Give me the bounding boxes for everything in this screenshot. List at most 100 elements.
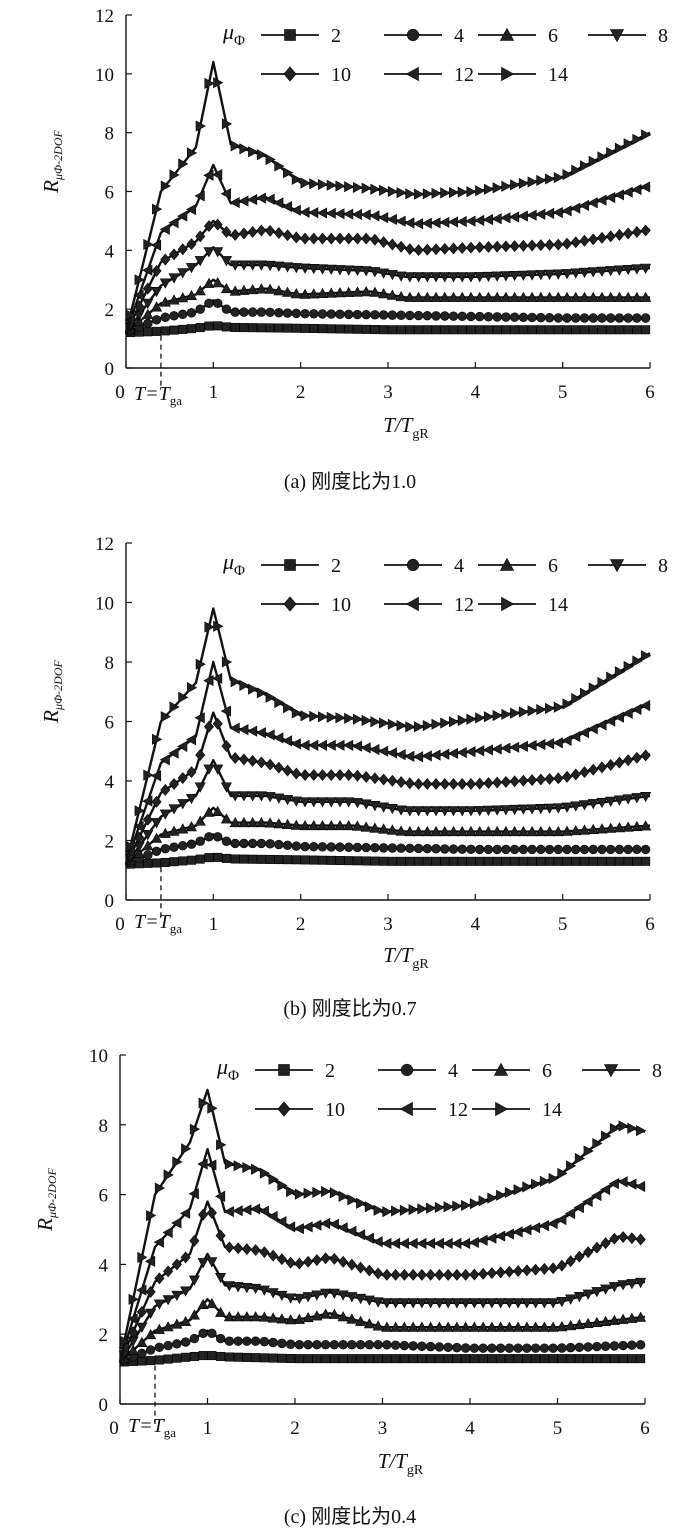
series-point-8 (220, 782, 232, 793)
series-point-6 (439, 291, 451, 302)
series-point-2 (143, 858, 153, 868)
series-point-6 (337, 1311, 349, 1322)
series-point-12 (203, 675, 214, 687)
series-point-12 (144, 1255, 156, 1267)
series-point-2 (256, 854, 266, 864)
series-point-6 (133, 847, 145, 858)
series-point-8 (500, 271, 512, 282)
series-point-4 (452, 1342, 462, 1353)
series-point-8 (512, 1298, 524, 1309)
series-point-14 (309, 710, 320, 722)
series-point-6 (325, 287, 337, 298)
series-point-4 (539, 1343, 550, 1353)
series-point-2 (566, 1354, 576, 1364)
series-point-8 (273, 793, 285, 804)
series-point-8 (404, 806, 416, 817)
y-tick-label: 4 (105, 241, 115, 262)
series-point-2 (448, 325, 458, 335)
series-point-10 (614, 756, 625, 769)
series-point-4 (154, 1342, 165, 1352)
series-point-14 (248, 146, 259, 158)
series-point-12 (238, 195, 249, 207)
series-point-2 (230, 322, 240, 332)
series-point-2 (434, 1354, 444, 1364)
legend-title: μΦ (216, 1054, 239, 1084)
series-point-8 (194, 782, 206, 793)
series-point-4 (274, 839, 284, 850)
series-point-6 (482, 291, 494, 302)
series-point-12 (582, 1196, 593, 1208)
series-point-12 (591, 1190, 602, 1202)
series-point-12 (142, 795, 153, 807)
series-point-2 (443, 1354, 453, 1364)
series-point-14 (469, 1198, 481, 1210)
series-point-4 (635, 1340, 646, 1350)
x-tick-label: 4 (471, 914, 481, 935)
series-point-10 (579, 234, 590, 247)
series-point-2 (475, 325, 485, 335)
series-point-4 (309, 841, 319, 852)
series-point-10 (151, 795, 162, 808)
series-point-14 (434, 1201, 446, 1214)
series-point-6 (578, 291, 591, 302)
series-point-14 (414, 721, 425, 733)
series-point-8 (308, 797, 320, 808)
series-point-10 (416, 1268, 427, 1281)
series-point-14 (329, 1187, 341, 1199)
series-point-6 (194, 285, 206, 296)
series-point-10 (338, 1255, 349, 1268)
series-point-14 (566, 1160, 577, 1172)
y-tick-label: 6 (99, 1186, 109, 1207)
y-tick-label: 8 (105, 124, 115, 145)
series-10 (118, 1200, 646, 1363)
legend-item-4: 4 (384, 555, 464, 577)
legend-item-12: 12 (384, 64, 474, 86)
series-point-4 (627, 1340, 637, 1350)
series-point-6 (530, 1321, 542, 1332)
series-point-8 (316, 264, 329, 275)
x-tick-label: 0 (115, 914, 125, 935)
series-point-6 (526, 291, 538, 302)
x-tick-label: 1 (209, 382, 219, 403)
x-tick-label: 1 (209, 914, 219, 935)
series-point-6 (425, 1321, 437, 1332)
legend-marker (609, 559, 625, 573)
series-point-14 (283, 702, 294, 714)
series-point-2 (623, 325, 633, 335)
series-point-12 (529, 1222, 541, 1234)
series-point-10 (583, 1246, 594, 1259)
series-point-12 (214, 1190, 226, 1202)
series-point-2 (265, 323, 275, 333)
series-point-6 (509, 291, 521, 302)
series-point-2 (379, 325, 389, 335)
series-point-2 (291, 323, 301, 333)
series-point-2 (475, 856, 485, 866)
series-point-8 (439, 806, 451, 817)
series-point-4 (312, 1339, 322, 1350)
series-point-2 (553, 856, 563, 866)
series-point-10 (579, 766, 590, 778)
series-point-2 (571, 856, 581, 866)
y-axis-label: RμΦ-2DOF (39, 660, 65, 724)
x-axis-label: T/TgR (383, 413, 429, 442)
series-point-4 (557, 1343, 567, 1353)
series-point-4 (212, 298, 223, 308)
series-point-4 (443, 1342, 453, 1352)
series-point-14 (606, 146, 617, 159)
series-point-4 (448, 311, 459, 321)
series-point-12 (290, 204, 301, 216)
series-point-10 (373, 1267, 384, 1280)
series-point-6 (343, 286, 355, 297)
legend-marker (501, 66, 515, 82)
series-point-10 (154, 1272, 165, 1285)
series-point-8 (430, 272, 442, 283)
series-point-8 (255, 791, 267, 802)
series-point-2 (256, 323, 266, 333)
series-point-14 (134, 274, 145, 286)
legend: μΦ 2 4 6 8 10 12 14 (222, 549, 668, 616)
series-point-4 (632, 844, 642, 855)
series-point-4 (474, 311, 485, 322)
series-point-6 (413, 825, 425, 837)
legend-marker (284, 559, 296, 571)
legend-label: 6 (542, 1060, 552, 1082)
